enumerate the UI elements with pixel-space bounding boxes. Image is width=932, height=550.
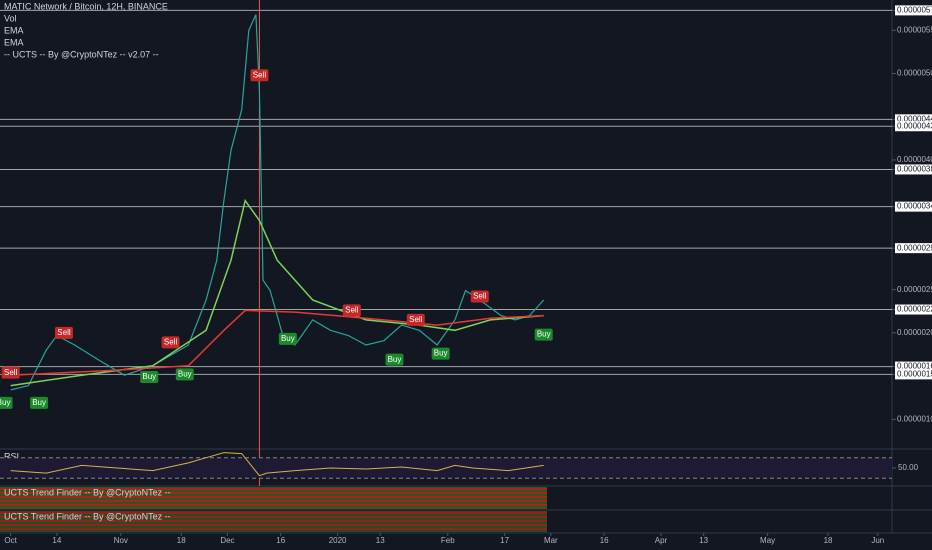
trend-finder-bars (0, 511, 547, 532)
y-tick-label: 0.00000227 (897, 305, 932, 314)
x-tick-label: 14 (52, 536, 61, 545)
y-tick-label: 0.00000346 (897, 202, 932, 211)
chart-title: MATIC Network / Bitcoin, 12H, BINANCE (4, 1, 168, 11)
y-tick-label: 0.00000447 (897, 114, 932, 123)
signal-label: Buy (178, 369, 192, 378)
signal-badge (278, 332, 297, 345)
price-label-box (895, 243, 932, 254)
x-tick-label: Nov (114, 536, 128, 545)
signal-badge (385, 353, 404, 366)
signal-label: Sell (345, 306, 359, 315)
x-tick-label: Mar (544, 536, 558, 545)
price-label-box (895, 5, 932, 16)
signal-label: Sell (409, 315, 423, 324)
signal-label: Buy (32, 398, 46, 407)
x-tick-label: 18 (824, 536, 833, 545)
price-label-box (895, 164, 932, 175)
x-tick-label: 17 (500, 536, 509, 545)
signal-badge (140, 370, 159, 383)
price-label-box (895, 361, 932, 372)
panel-label: UCTS Trend Finder -- By @CryptoNTez -- (4, 511, 171, 521)
y-tick-label: 0.00000298 (897, 243, 932, 252)
x-tick-label: Oct (4, 536, 17, 545)
y-tick-label: 0.00000161 (897, 362, 932, 371)
price-label-box (895, 304, 932, 315)
y-tick-label: 0.00000250 (897, 285, 932, 294)
legend-item: EMA (4, 37, 24, 47)
x-tick-label: 16 (600, 536, 609, 545)
y-tick-label: 0.00000200 (897, 328, 932, 337)
signal-label: Sell (57, 328, 71, 337)
signal-badge (54, 326, 73, 339)
x-tick-label: 13 (376, 536, 385, 545)
signal-label: Sell (253, 70, 267, 79)
x-tick-label: Dec (220, 536, 234, 545)
rsi-label: RSI (4, 451, 19, 461)
x-tick-label: 13 (699, 536, 708, 545)
signal-badge (534, 328, 553, 341)
price-label-box (895, 114, 932, 125)
signal-badge (1, 366, 20, 379)
rsi-line (10, 452, 544, 477)
y-tick-label: 0.00000550 (897, 25, 932, 34)
legend-item: Vol (4, 13, 17, 23)
signal-badge (175, 368, 194, 381)
rsi-tick-label: 50.00 (898, 463, 919, 472)
signal-label: Buy (434, 349, 448, 358)
price-label-box (895, 121, 932, 132)
y-tick-label: 0.00000500 (897, 69, 932, 78)
signal-label: Sell (164, 337, 178, 346)
x-tick-label: 16 (276, 536, 285, 545)
x-tick-label: Jun (871, 536, 884, 545)
signal-label: Sell (473, 292, 487, 301)
x-tick-label: May (760, 536, 775, 545)
price-label-box (895, 201, 932, 212)
y-tick-label: 0.00000100 (897, 414, 932, 423)
signal-badge (470, 290, 489, 303)
price-label-box (895, 369, 932, 380)
ema-line (10, 309, 544, 376)
x-tick-label: 2020 (329, 536, 347, 545)
signal-badge (250, 69, 269, 82)
legend-item: EMA (4, 25, 24, 35)
y-tick-label: 0.00000400 (897, 155, 932, 164)
y-tick-label: 0.00000439 (897, 121, 932, 130)
signal-label: Buy (537, 330, 551, 339)
signal-label: Buy (388, 355, 402, 364)
signal-badge (0, 396, 13, 409)
y-tick-label: 0.00000152 (897, 369, 932, 378)
ema-line (10, 198, 544, 387)
panel-label: UCTS Trend Finder -- By @CryptoNTez -- (4, 487, 171, 497)
signal-label: Buy (0, 398, 10, 407)
x-tick-label: Feb (441, 536, 455, 545)
signal-badge (406, 313, 425, 326)
signal-badge (431, 347, 450, 360)
trend-finder-bars (0, 487, 547, 509)
signal-label: Buy (142, 372, 156, 381)
y-tick-label: 0.00000389 (897, 165, 932, 174)
signal-badge (161, 336, 180, 349)
signal-badge (342, 304, 361, 317)
x-tick-label: Apr (655, 536, 668, 545)
signal-badge (30, 396, 49, 409)
y-tick-label: 0.00000573 (897, 5, 932, 14)
signal-label: Sell (4, 368, 18, 377)
price-line (10, 14, 545, 391)
legend-item: -- UCTS -- By @CryptoNTez -- v2.07 -- (4, 49, 159, 59)
signal-label: Buy (281, 334, 295, 343)
x-tick-label: 18 (177, 536, 186, 545)
